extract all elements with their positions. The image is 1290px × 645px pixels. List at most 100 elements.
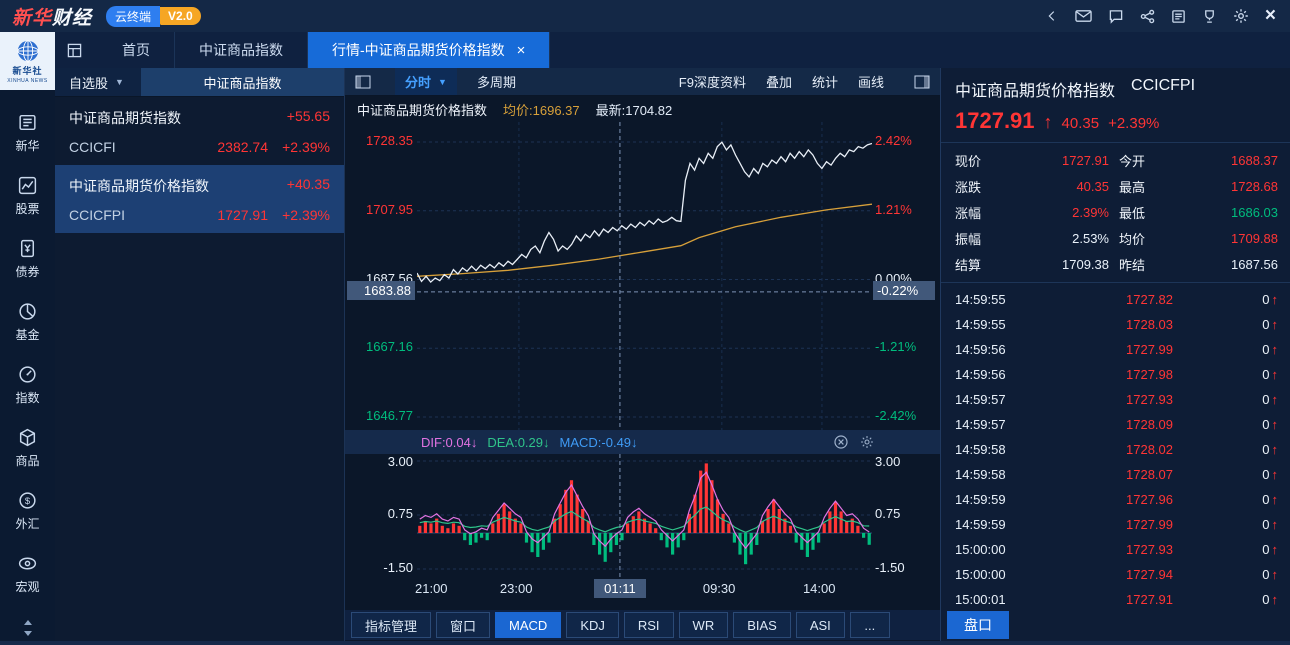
quote-panel: 中证商品期货价格指数 CCICFPI 1727.91 ↑ 40.35 +2.39… — [940, 68, 1290, 645]
sidebar-item-commodity[interactable]: 商品 — [15, 427, 40, 469]
macd-header: DIF:0.04↓ DEA:0.29↓ MACD:-0.49↓ — [345, 430, 940, 454]
tab-home[interactable]: 首页 — [98, 32, 175, 68]
sidebar-item-label: 基金 — [15, 328, 40, 342]
stat-label: 涨幅 — [955, 205, 982, 221]
watchlist-row[interactable]: 中证商品期货价格指数 +40.35 CCICFPI 1727.91 +2.39% — [55, 165, 344, 233]
sidebar-item-bonds[interactable]: 债券 — [15, 238, 40, 280]
macd-axis-label: 3.00 — [387, 454, 413, 469]
sidebar-item-forex[interactable]: $ 外汇 — [15, 490, 40, 532]
tick-price: 1728.02 — [1126, 442, 1173, 457]
tick-up-arrow-icon: ↑ — [1271, 317, 1279, 332]
sidebar-item-funds[interactable]: 基金 — [15, 301, 40, 343]
bonds-icon — [17, 238, 38, 259]
tick-time: 14:59:55 — [955, 292, 1006, 307]
chart-title: 中证商品期货价格指数 — [357, 102, 488, 118]
version-badge: V2.0 — [160, 7, 201, 25]
macd-axis-label: 3.00 — [875, 454, 901, 469]
tick-price: 1727.93 — [1126, 542, 1173, 557]
logo-subtitle: XINHUA NEWS — [7, 77, 48, 84]
tick-up-arrow-icon: ↑ — [1271, 542, 1279, 557]
indicator-button-BIAS[interactable]: BIAS — [733, 612, 791, 638]
sidebar-item-label: 股票 — [15, 202, 40, 216]
stat-value: 1728.68 — [1231, 178, 1278, 194]
indicator-button-dotdotdot[interactable]: ... — [849, 612, 890, 638]
price-chart[interactable]: 1728.35 1707.95 1687.56 1667.16 1646.77 2.42%… — [345, 122, 940, 430]
tick-volume: 0 ↑ — [1262, 292, 1278, 307]
tick-price: 1727.94 — [1126, 567, 1173, 582]
stat-label: 今开 — [1119, 153, 1146, 169]
draw-line-button[interactable]: 画线 — [857, 75, 884, 90]
tick-time: 14:59:58 — [955, 442, 1006, 457]
quote-stat-row: 现价 1727.91 今开 1688.37 — [941, 147, 1290, 173]
chart-toolbar: 分时 ▼ 多周期 F9深度资料 叠加 统计 画线 — [345, 68, 940, 96]
tick-volume: 0 ↑ — [1262, 592, 1278, 607]
multi-period-button[interactable]: 多周期 — [476, 75, 516, 90]
sidebar-collapse-button[interactable] — [21, 619, 35, 637]
sidebar-item-xinhua[interactable]: 新华 — [15, 112, 40, 154]
panel-left-icon[interactable] — [355, 75, 371, 89]
app-logo: 新华财经 — [12, 7, 93, 29]
overlay-button[interactable]: 叠加 — [765, 75, 792, 90]
instrument-price: 1727.91 — [217, 207, 268, 223]
instrument-pct: +2.39% — [282, 207, 330, 223]
watchlist-row[interactable]: 中证商品期货指数 +55.65 CCICFI 2382.74 +2.39% — [55, 97, 344, 165]
indicator-button-ASI[interactable]: ASI — [795, 612, 845, 638]
macd-chart[interactable]: 3.00 3.00 0.75 0.75 -1.50 -1.50 — [345, 454, 940, 577]
indicator-button-MACD[interactable]: MACD — [495, 612, 562, 638]
tick-row: 14:59:56 1727.99 0 ↑ — [941, 337, 1290, 362]
macd-axis-label: 0.75 — [387, 506, 413, 521]
time-axis: 21:00 23:00 09:30 14:00 01:11 — [345, 577, 940, 601]
order-book-button[interactable]: 盘口 — [947, 611, 1009, 639]
sidebar-item-macro[interactable]: 宏观 — [15, 553, 40, 595]
share-icon[interactable] — [1140, 9, 1155, 24]
sidebar-item-index[interactable]: 指数 — [15, 364, 40, 406]
tick-volume: 0 ↑ — [1262, 367, 1278, 382]
indicator-button-KDJ[interactable]: KDJ — [566, 612, 619, 638]
time-axis-label: 09:30 — [702, 581, 736, 596]
stat-value: 1709.88 — [1231, 230, 1278, 246]
tick-time: 14:59:59 — [955, 517, 1006, 532]
sidebar-item-stocks[interactable]: 股票 — [15, 175, 40, 217]
price-change: 40.35 — [1061, 115, 1100, 132]
xinhua-icon — [17, 112, 38, 133]
crosshair-time-box: 01:11 — [593, 579, 646, 598]
tick-time: 14:59:57 — [955, 392, 1006, 407]
tab-quote-ccicfpi[interactable]: 行情-中证商品期货价格指数 × — [308, 32, 551, 68]
tab-label: 首页 — [122, 42, 150, 58]
indicator-button-窗口[interactable]: 窗口 — [436, 612, 491, 638]
f9-depth-button[interactable]: F9深度资料 — [678, 75, 746, 90]
message-icon[interactable] — [1108, 9, 1124, 24]
indicator-button-WR[interactable]: WR — [678, 612, 729, 638]
tab-cci-index[interactable]: 中证商品指数 — [175, 32, 308, 68]
quote-price-row: 1727.91 ↑ 40.35 +2.39% — [941, 101, 1290, 143]
watchlist-group-label: 自选股 — [69, 75, 109, 91]
tick-volume: 0 ↑ — [1262, 317, 1279, 332]
time-axis-label: 23:00 — [499, 581, 533, 596]
tick-volume: 0 ↑ — [1262, 567, 1278, 582]
indicator-button-指标管理[interactable]: 指标管理 — [351, 612, 432, 638]
tab-close-icon[interactable]: × — [516, 41, 526, 59]
macd-settings-icon[interactable] — [860, 435, 874, 449]
sidebar-item-label: 指数 — [15, 391, 40, 405]
period-selector[interactable]: 分时 ▼ — [395, 68, 457, 95]
settings-icon[interactable] — [1233, 8, 1249, 24]
macd-close-icon[interactable] — [834, 435, 848, 449]
indicator-button-RSI[interactable]: RSI — [623, 612, 674, 638]
panel-right-icon[interactable] — [914, 75, 930, 89]
awards-icon[interactable] — [1202, 9, 1217, 24]
period-label: 分时 — [405, 75, 432, 90]
chevron-left-icon[interactable] — [1045, 9, 1059, 23]
watchlist-group-dropdown[interactable]: 自选股 ▼ — [69, 73, 124, 92]
tick-row: 14:59:59 1727.99 0 ↑ — [941, 512, 1290, 537]
statistics-button[interactable]: 统计 — [811, 75, 838, 90]
instrument-pct: +2.39% — [282, 139, 330, 155]
tick-volume: 0 ↑ — [1262, 492, 1278, 507]
price-axis-label: 1646.77 — [366, 408, 413, 423]
watchlist-tab-cci[interactable]: 中证商品指数 — [141, 68, 344, 96]
close-icon[interactable]: × — [1264, 5, 1276, 26]
news-icon[interactable] — [1171, 9, 1186, 24]
mail-icon[interactable] — [1075, 9, 1092, 23]
bottom-scrollbar[interactable] — [0, 641, 1290, 645]
globe-icon — [16, 39, 39, 63]
layout-grid-icon[interactable] — [67, 43, 82, 58]
